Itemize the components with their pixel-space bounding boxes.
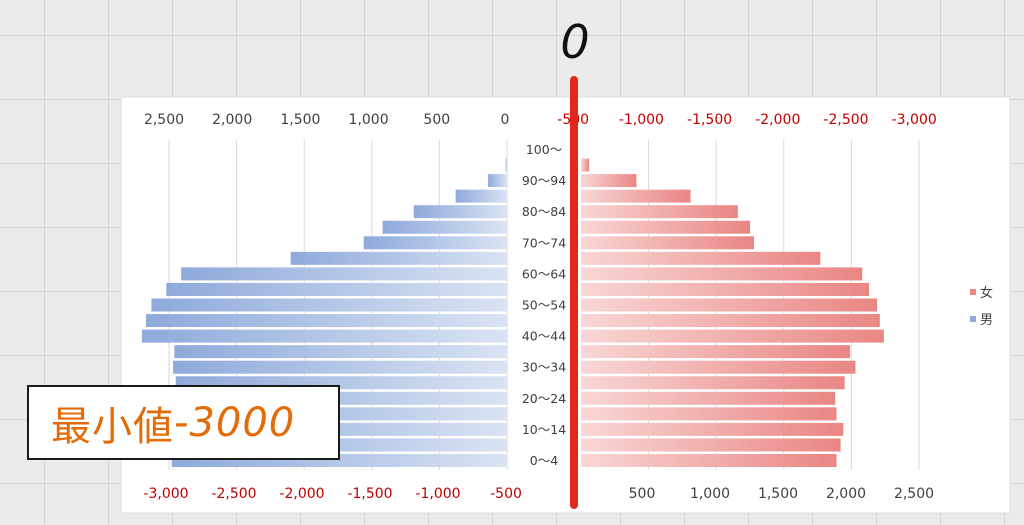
bar-female[interactable] — [581, 282, 869, 296]
top-axis-tick: -2,500 — [823, 112, 868, 128]
bar-male[interactable] — [173, 360, 507, 374]
bar-male[interactable] — [413, 205, 507, 219]
age-label: 50～54 — [522, 298, 566, 313]
bar-male[interactable] — [382, 220, 507, 234]
age-label: 70～74 — [522, 235, 566, 250]
legend-swatch-male — [970, 316, 976, 322]
age-label: 30～34 — [522, 360, 566, 375]
bottom-axis-tick: 500 — [629, 486, 656, 502]
bar-female[interactable] — [581, 329, 884, 343]
bar-male[interactable] — [151, 298, 507, 312]
age-labels: 0～4 10～14 20～24 30～34 40～44 50～54 60～64 70～74 80… — [522, 142, 566, 468]
legend-label-female: 女 — [980, 285, 993, 301]
bottom-axis-tick: 2,000 — [826, 486, 866, 502]
bar-female[interactable] — [581, 376, 845, 390]
top-axis-tick: 1,500 — [280, 112, 320, 128]
bar-male[interactable] — [141, 329, 507, 343]
bar-female[interactable] — [581, 251, 821, 265]
top-axis-tick: -2,000 — [755, 112, 800, 128]
legend-label-male: 男 — [980, 313, 993, 328]
bottom-axis-tick: 2,500 — [894, 486, 934, 502]
top-axis: 2,5002,0001,5001,0005000-500-1,000-1,500… — [144, 112, 937, 128]
age-label: 60～64 — [522, 266, 566, 281]
bottom-axis-tick: -500 — [490, 486, 522, 502]
callout-value: -3000 — [174, 399, 296, 446]
bar-female[interactable] — [581, 314, 880, 328]
bar-female[interactable] — [581, 391, 836, 405]
bar-male[interactable] — [505, 158, 507, 172]
zero-annotation: 0 — [560, 15, 589, 69]
bar-male[interactable] — [455, 189, 507, 203]
bottom-axis-tick: -2,500 — [211, 486, 256, 502]
bar-female[interactable] — [581, 189, 691, 203]
age-label: 90～94 — [522, 173, 566, 188]
bar-female[interactable] — [581, 360, 856, 374]
min-value-callout: 最小値 -3000 — [27, 385, 340, 460]
top-axis-tick: -1,000 — [619, 112, 664, 128]
top-axis-tick: 2,000 — [212, 112, 252, 128]
bottom-axis-tick: -1,500 — [347, 486, 392, 502]
bar-female[interactable] — [581, 298, 878, 312]
bottom-axis-tick: -2,000 — [279, 486, 324, 502]
age-label: 80～84 — [522, 204, 566, 219]
top-axis-tick: -3,000 — [892, 112, 937, 128]
age-label: 0～4 — [530, 453, 558, 468]
callout-prefix: 最小値 — [51, 403, 174, 450]
bottom-axis: -3,000-2,500-2,000-1,500-1,000-50005001,… — [143, 486, 934, 502]
age-label: 100～ — [526, 142, 562, 157]
top-axis-tick: 500 — [423, 112, 450, 128]
age-label: 40～44 — [522, 329, 566, 344]
bar-female[interactable] — [581, 422, 844, 436]
bar-female[interactable] — [581, 220, 750, 234]
bar-female[interactable] — [581, 345, 851, 359]
bar-male[interactable] — [166, 282, 507, 296]
legend-swatch-female — [970, 289, 976, 295]
bar-male[interactable] — [290, 251, 507, 265]
bars — [141, 158, 884, 467]
top-axis-tick: 2,500 — [144, 112, 184, 128]
bar-female[interactable] — [581, 174, 637, 188]
bottom-axis-tick: -3,000 — [143, 486, 188, 502]
top-axis-tick: 0 — [501, 112, 510, 128]
bar-male[interactable] — [181, 267, 507, 281]
bar-male[interactable] — [174, 345, 507, 359]
bar-male[interactable] — [488, 174, 507, 188]
bar-female[interactable] — [581, 205, 738, 219]
top-axis-tick: 1,000 — [349, 112, 389, 128]
bar-female[interactable] — [581, 236, 755, 250]
bottom-axis-tick: 1,000 — [690, 486, 730, 502]
top-axis-tick: -1,500 — [687, 112, 732, 128]
age-label: 20～24 — [522, 391, 566, 406]
bottom-axis-tick: 1,500 — [758, 486, 798, 502]
bar-male[interactable] — [363, 236, 507, 250]
bar-female[interactable] — [581, 407, 837, 421]
bar-female[interactable] — [581, 158, 590, 172]
bottom-axis-tick: -1,000 — [415, 486, 460, 502]
bar-female[interactable] — [581, 454, 837, 467]
bar-female[interactable] — [581, 438, 841, 452]
legend[interactable]: 女 男 — [970, 285, 993, 328]
bar-male[interactable] — [146, 314, 508, 328]
age-label: 10～14 — [522, 422, 566, 437]
bar-female[interactable] — [581, 267, 863, 281]
